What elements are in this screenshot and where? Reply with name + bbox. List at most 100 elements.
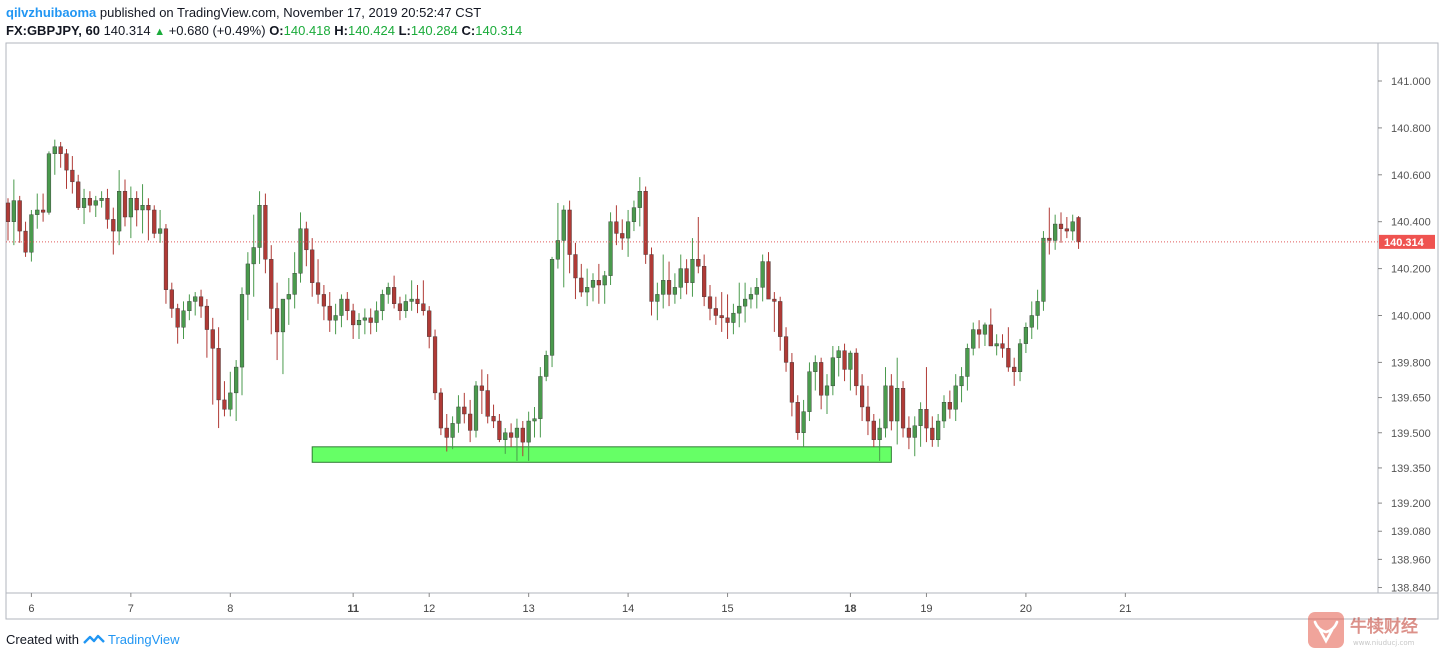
candle-body [204, 305, 209, 330]
candle-body [579, 277, 584, 293]
candle-body [275, 308, 280, 333]
candle-body [549, 259, 555, 356]
candle-body [251, 247, 256, 265]
candle-body [117, 191, 122, 232]
candle-body [1012, 366, 1017, 372]
candle-body [608, 221, 613, 276]
candle-body [93, 200, 98, 206]
candle-body [421, 303, 426, 312]
candle-body [345, 298, 350, 312]
candle-body [193, 296, 198, 302]
candle-body [134, 198, 139, 211]
candle-body [356, 319, 362, 326]
chart-header: qilvzhuibaoma published on TradingView.c… [6, 4, 522, 41]
candle-body [854, 352, 859, 387]
candle-body [819, 362, 824, 396]
tradingview-logo-icon[interactable] [82, 632, 108, 647]
candle-body [900, 387, 906, 429]
candle-body [877, 427, 882, 440]
candle-body [58, 146, 63, 154]
candle-body [1053, 223, 1058, 241]
candle-body [11, 200, 16, 222]
candle-body [374, 310, 379, 323]
candle-body [848, 352, 853, 370]
x-tick-label: 8 [227, 603, 233, 615]
candle-body [871, 420, 876, 440]
candle-body [35, 209, 40, 215]
y-tick-label: 139.800 [1391, 357, 1431, 369]
candle-body [532, 418, 537, 422]
candle-body [29, 214, 34, 253]
candle-body [719, 315, 724, 319]
support-zone[interactable] [311, 446, 892, 463]
candle-body [748, 294, 754, 300]
candle-body [930, 427, 935, 440]
candle-body [81, 198, 87, 208]
candle-body [707, 296, 713, 309]
candle-body [795, 402, 800, 433]
candle-body [210, 329, 215, 349]
candle-body [368, 317, 373, 323]
candle-body [602, 275, 607, 286]
publish-line: qilvzhuibaoma published on TradingView.c… [6, 4, 522, 22]
candle-body [169, 289, 174, 309]
candle-body [468, 413, 473, 431]
tradingview-brand[interactable]: TradingView [108, 632, 180, 647]
y-tick-label: 138.960 [1391, 554, 1431, 566]
y-tick-label: 139.200 [1391, 498, 1431, 510]
candle-body [631, 207, 637, 222]
candle-body [87, 198, 92, 206]
open-label: O: [269, 23, 284, 38]
y-tick-label: 140.200 [1391, 264, 1431, 276]
author-link[interactable]: qilvzhuibaoma [6, 5, 97, 20]
y-tick-label: 140.000 [1391, 311, 1431, 323]
candle-body [292, 273, 297, 295]
up-arrow-icon: ▲ [154, 26, 166, 38]
candle-body [971, 329, 976, 349]
candle-body [456, 406, 461, 424]
candle-body [450, 423, 455, 438]
candle-body [731, 312, 736, 323]
last-price-tag-label: 140.314 [1384, 237, 1425, 249]
candle-body [783, 336, 789, 363]
candle-body [672, 287, 677, 295]
x-tick-label: 21 [1119, 603, 1131, 615]
plot-area-frame [5, 42, 1379, 594]
candle-body [1070, 221, 1075, 232]
candle-body [702, 266, 707, 297]
candle-body [865, 406, 871, 422]
candle-body [163, 228, 169, 290]
candle-body [713, 308, 718, 316]
candle-body [222, 399, 227, 410]
candle-body [140, 205, 145, 211]
candle-body [918, 409, 923, 426]
low-value: 140.284 [410, 23, 458, 38]
candle-body [514, 427, 520, 438]
x-tick-label: 6 [28, 603, 34, 615]
candle-body [596, 280, 601, 286]
candle-body [427, 310, 432, 337]
price-change: +0.680 (+0.49%) [168, 23, 266, 38]
x-tick-label: 13 [523, 603, 535, 615]
symbol-label[interactable]: FX:GBPJPY, 60 [6, 23, 100, 38]
candle-body [637, 191, 642, 208]
publish-info: published on TradingView.com, November 1… [99, 5, 482, 20]
high-value: 140.424 [347, 23, 395, 38]
candle-body [661, 280, 666, 295]
candle-body [304, 228, 309, 251]
candle-body [46, 153, 52, 213]
time-axis-frame[interactable] [5, 592, 1439, 620]
candle-body [1064, 228, 1069, 232]
candle-body [315, 282, 321, 295]
candle-body [497, 420, 502, 440]
candle-body [70, 169, 75, 183]
watermark-text: 牛犊财经 [1350, 616, 1418, 637]
candle-body [754, 287, 759, 295]
candle-body [573, 254, 578, 279]
candle-body [1035, 301, 1040, 316]
candle-body [181, 310, 186, 328]
candle-body [216, 348, 221, 401]
created-with-label: Created with [6, 632, 79, 647]
candle-body [567, 209, 572, 255]
